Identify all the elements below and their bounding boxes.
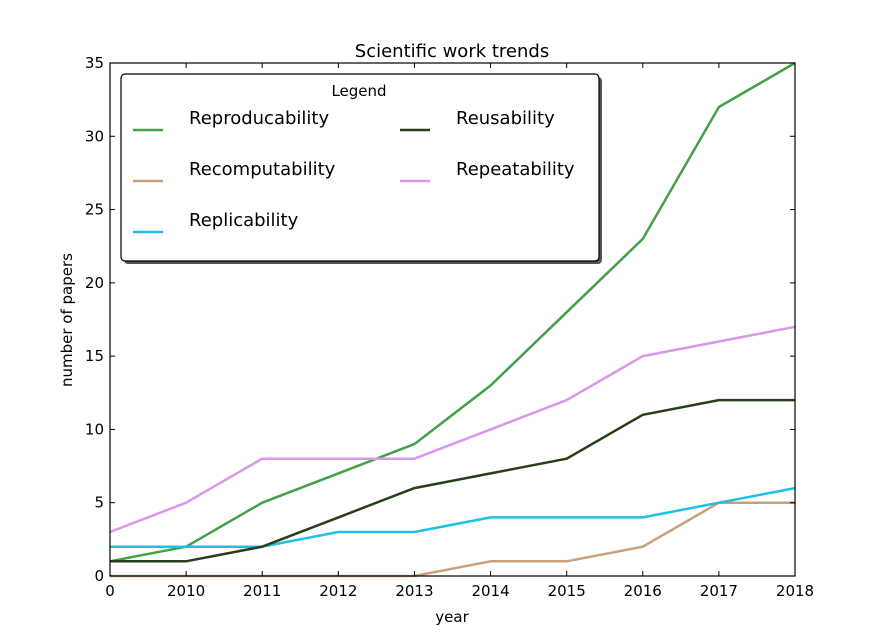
legend-label: Repeatability <box>456 159 575 180</box>
y-tick-label: 5 <box>94 494 104 512</box>
chart-title: Scientific work trends <box>355 41 549 62</box>
x-tick-label: 0 <box>105 582 115 600</box>
series-line-1 <box>109 61 796 563</box>
x-tick-label: 2017 <box>700 582 738 600</box>
plot-frame <box>109 62 796 577</box>
y-tick-label: 25 <box>85 201 104 219</box>
x-tick-label: 2013 <box>395 582 433 600</box>
legend-label: Reusability <box>456 108 555 129</box>
x-tick-label: 2014 <box>471 582 509 600</box>
ticks-layer: 0 2010 2011 2012 2013 2014 2015 2016 2017 2018051… <box>85 54 814 600</box>
series-line-2 <box>110 501 795 578</box>
series-line-4 <box>110 398 795 563</box>
x-axis-label: year <box>435 608 469 626</box>
x-tick-label: 2015 <box>548 582 586 600</box>
legend-entries: Reproducability Recomputability Replicabil… <box>133 108 575 234</box>
y-tick-label: 20 <box>85 274 104 292</box>
x-tick-label: 2016 <box>624 582 662 600</box>
y-tick-label: 35 <box>85 54 104 72</box>
x-tick-label: 2018 <box>776 582 814 600</box>
x-tick-label: 2010 <box>167 582 205 600</box>
x-tick-label: 2011 <box>243 582 281 600</box>
y-axis-label: number of papers <box>58 253 76 387</box>
y-tick-label: 15 <box>85 347 104 365</box>
legend: Legend ReproducabilityRecomputabilityRep… <box>120 73 602 264</box>
legend-label: Replicability <box>189 210 299 231</box>
series-line-3 <box>110 486 796 548</box>
y-tick-label: 0 <box>94 567 104 585</box>
legend-label: Recomputability <box>189 159 336 180</box>
legend-title: Legend <box>331 82 386 100</box>
y-tick-label: 10 <box>85 420 104 438</box>
legend-box <box>120 73 600 262</box>
y-tick-label: 30 <box>85 127 104 145</box>
series-line-5 <box>109 325 796 534</box>
x-tick-label: 2012 <box>319 582 357 600</box>
legend-label: Reproducability <box>189 108 329 129</box>
